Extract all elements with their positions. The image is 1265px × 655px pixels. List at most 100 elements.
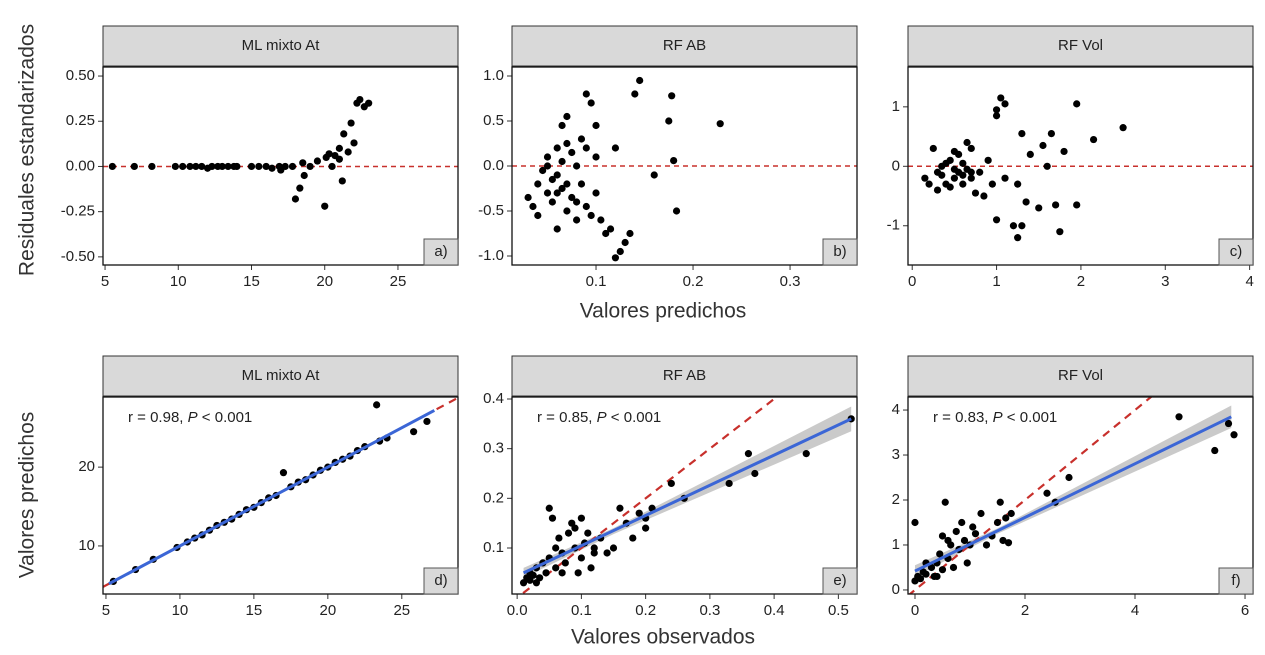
point [313,157,322,165]
panel-label-box [423,238,459,266]
x-tick-label: 5 [101,273,109,290]
point [950,174,958,182]
point [967,174,975,182]
point [802,450,810,458]
point [967,168,975,176]
plot-area [908,94,1253,242]
point [999,536,1007,545]
point [950,165,958,173]
point [553,144,561,152]
point [543,153,552,161]
point [959,171,967,179]
point [725,479,733,488]
point [952,527,960,536]
point [597,216,605,224]
point [553,171,561,179]
point [224,162,232,171]
y-tick-label: 2 [892,491,900,508]
annotation-part: r = 0.98, [128,409,188,426]
fit-line [108,409,436,586]
point [582,144,590,152]
x-tick-label: 0 [911,602,919,619]
plot-area [908,397,1238,594]
y-tick-label: -0.50 [61,248,95,265]
point [590,549,598,557]
point [1007,509,1015,518]
point [751,469,759,478]
point [573,216,581,224]
y-tick-label: -0.25 [61,203,95,220]
point [636,76,644,85]
point [548,514,557,522]
plot-area [519,397,855,594]
point [667,479,675,488]
point [558,569,566,577]
point [552,544,560,552]
point [218,162,226,171]
plot-frame [907,66,1254,266]
point [299,159,307,167]
point [997,94,1005,102]
point [268,164,276,172]
point [539,166,547,175]
point [1043,162,1051,170]
fit-line [522,417,852,575]
x-tick-label: 10 [170,273,187,290]
point [108,162,116,171]
point [642,524,650,532]
point [373,401,381,409]
y-tick-label: 0.2 [483,489,504,506]
point [670,157,678,165]
point [1073,100,1081,108]
point [959,180,967,188]
x-tick-label: 6 [1241,602,1249,619]
annotation-part: < 0.001 [607,409,662,426]
point [958,518,966,527]
point [1119,124,1127,132]
point [1073,201,1081,209]
strip [102,355,459,397]
point [1056,228,1064,236]
point [542,569,550,577]
x-tick-label: 0.3 [780,273,801,290]
point [306,162,314,171]
point [555,534,563,542]
point [1001,174,1009,182]
point [545,504,553,512]
point [568,148,576,157]
point [558,157,566,166]
point [262,162,270,171]
point [529,571,537,579]
y-tick-label: 20 [78,458,95,475]
point [563,139,571,148]
point [365,99,373,107]
point [186,162,194,171]
point [1065,473,1073,482]
point [1035,204,1043,212]
point [587,211,595,220]
x-tick-label: 25 [390,273,407,290]
point [1009,222,1018,230]
row1-x-label: Valores predichos [580,300,747,323]
point [590,544,598,552]
strip [511,355,858,397]
point [1211,446,1219,455]
point [208,162,216,171]
point [192,162,200,171]
point [1001,100,1009,108]
point [564,529,573,537]
point [602,229,610,238]
identity-line [520,397,779,594]
point [410,428,418,436]
point [561,559,569,567]
point [277,166,285,174]
point [1018,129,1026,138]
point [543,162,552,170]
point [672,207,681,215]
plot-frame [102,66,459,266]
point [668,92,676,100]
point [247,162,256,171]
x-tick-label: 0 [908,273,916,290]
point [1052,201,1060,209]
y-tick-label: 0.25 [66,112,95,129]
